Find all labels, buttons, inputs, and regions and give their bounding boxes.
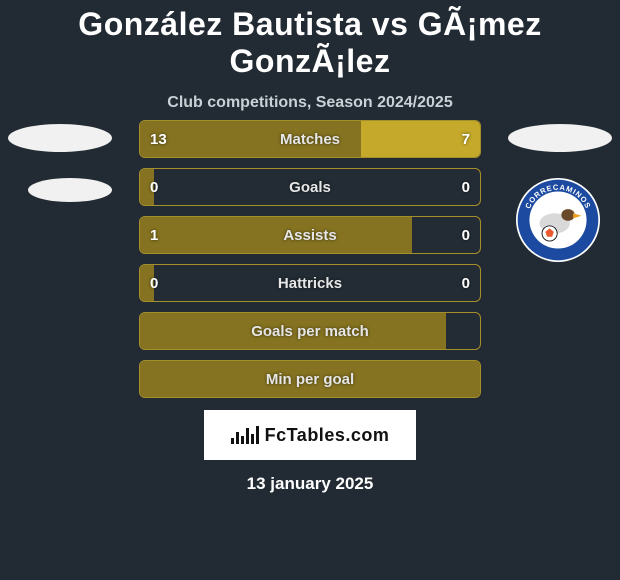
stat-bar-left (140, 361, 480, 397)
stat-bar-right (361, 121, 480, 157)
stat-value-right: 0 (462, 265, 470, 301)
snapshot-date: 13 january 2025 (0, 474, 620, 494)
stat-bar-left (140, 169, 154, 205)
stat-value-right: 0 (462, 169, 470, 205)
brand-bars-icon (231, 426, 259, 444)
brand-text: FcTables.com (265, 425, 390, 446)
stat-row: Assists10 (139, 216, 481, 254)
stat-bar-left (140, 121, 361, 157)
stat-row: Goals00 (139, 168, 481, 206)
stat-value-right: 0 (462, 217, 470, 253)
stat-label: Hattricks (140, 265, 480, 301)
stat-row: Min per goal (139, 360, 481, 398)
brand-bar: FcTables.com (204, 410, 416, 460)
stat-bar-left (140, 217, 412, 253)
stat-label: Goals (140, 169, 480, 205)
stat-row: Goals per match (139, 312, 481, 350)
stat-row: Hattricks00 (139, 264, 481, 302)
stat-bar-left (140, 265, 154, 301)
subtitle: Club competitions, Season 2024/2025 (0, 94, 620, 112)
comparison-rows: Matches137Goals00Assists10Hattricks00Goa… (0, 120, 620, 408)
stat-row: Matches137 (139, 120, 481, 158)
page-title: González Bautista vs GÃ¡mez GonzÃ¡lez (0, 0, 620, 80)
stat-bar-left (140, 313, 446, 349)
